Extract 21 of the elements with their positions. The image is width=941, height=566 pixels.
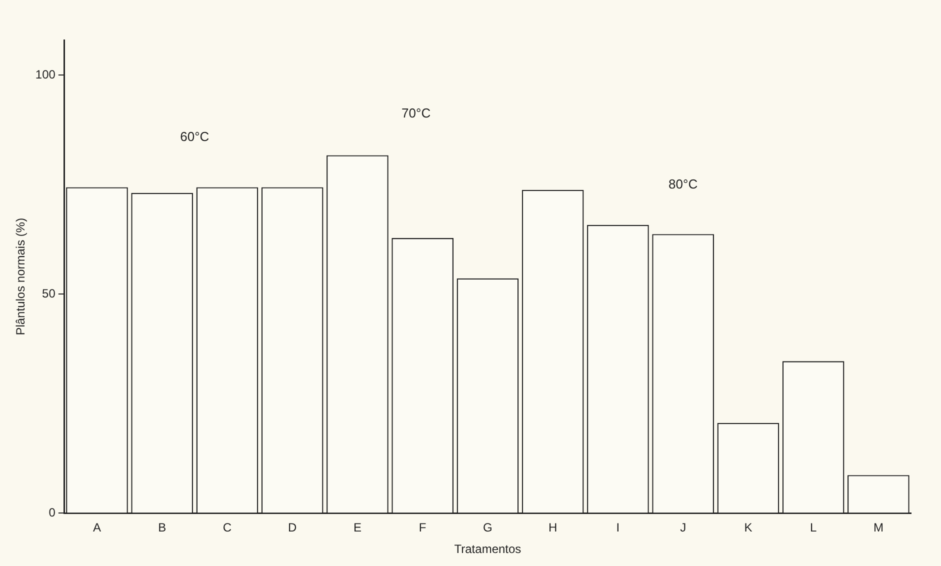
x-tick-label: D [288,520,298,535]
x-tick-label: J [680,520,686,535]
x-tick-label: K [744,520,752,535]
annotation: 60°C [180,129,210,144]
x-tick-label: L [810,520,817,535]
x-tick-label: C [222,520,232,535]
x-tick-label: I [616,520,620,535]
annotation: 70°C [402,106,431,121]
x-tick-label: M [873,520,884,535]
y-tick-label: 0 [48,506,56,520]
y-tick-label: 50 [42,286,56,300]
x-tick-label: F [418,520,426,535]
y-tick-label: 100 [35,67,56,82]
x-tick-label: A [92,520,101,535]
x-tick-label: E [353,520,362,535]
x-tick-label: B [158,520,166,535]
x-tick-label: H [548,520,558,535]
x-axis-title: Tratamentos [454,542,522,556]
x-tick-label: G [483,520,492,535]
annotation: 80°C [668,176,698,192]
y-axis-title: Plântulos normais (%) [14,218,28,336]
